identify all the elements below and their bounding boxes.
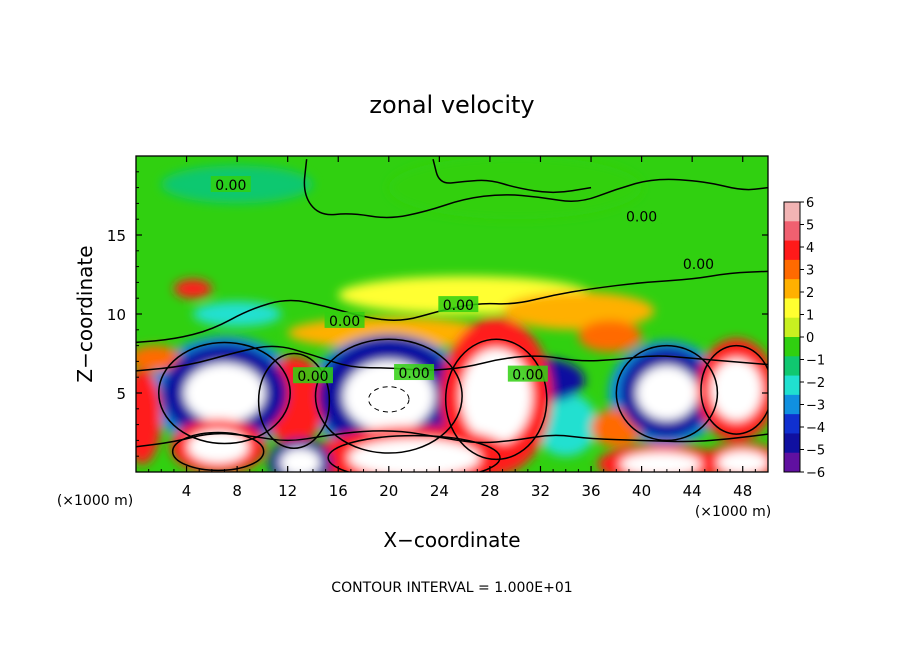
colorbar-swatch — [784, 221, 800, 242]
colorbar-swatch — [784, 317, 800, 338]
field-feature-core — [717, 450, 768, 472]
x-tick-label: 24 — [430, 482, 449, 500]
colorbar-swatch — [784, 279, 800, 299]
y-tick-label: 5 — [116, 385, 126, 403]
contour-loop-negative — [368, 386, 410, 413]
colorbar-swatch — [784, 375, 800, 396]
contour-label-background — [678, 255, 719, 272]
colorbar-tick-label: −1 — [806, 354, 825, 369]
x-tick-label: 48 — [733, 482, 752, 500]
contour-line — [432, 158, 592, 194]
x-tick-label: 28 — [480, 482, 499, 500]
field-feature — [173, 279, 212, 299]
field-feature — [502, 291, 655, 330]
colorbar-tick-label: −2 — [806, 376, 825, 391]
x-unit-label-right: (×1000 m) — [695, 504, 771, 520]
x-tick-label: 40 — [632, 482, 651, 500]
field-feature-core — [187, 430, 249, 464]
colorbar-swatch — [784, 337, 800, 357]
contour-line — [136, 270, 768, 344]
contour-label: 0.00 — [398, 366, 429, 382]
contour-label: 0.00 — [443, 298, 474, 314]
x-tick-label: 44 — [683, 482, 702, 500]
field-feature-core — [636, 365, 698, 421]
contour-label: 0.00 — [683, 257, 714, 273]
contour-loop — [158, 341, 291, 445]
contour-label-background — [507, 365, 548, 382]
contour-loop — [257, 352, 331, 450]
x-tick-label: 16 — [329, 482, 348, 500]
y-axis-label: Z−coordinate — [73, 245, 97, 382]
y-tick-label: 15 — [107, 227, 126, 245]
colorbar: 6 5 4 3 2 1 0 −1 −2 −3 −4 −5 −6 — [783, 196, 825, 481]
x-tick-label: 8 — [232, 482, 242, 500]
x-tick-label: 20 — [379, 482, 398, 500]
colorbar-swatch — [784, 259, 800, 280]
x-axis-ticks: 4 8 12 16 20 24 28 32 36 40 44 48 — [148, 156, 756, 500]
contour-label: 0.00 — [626, 210, 657, 226]
contour-loop — [171, 431, 265, 472]
colorbar-tick-label: 4 — [806, 241, 814, 256]
colorbar-swatch — [784, 433, 800, 454]
field-feature — [136, 369, 162, 465]
y-axis-ticks: 5 10 15 — [107, 171, 768, 457]
contour-label: 0.00 — [329, 314, 360, 330]
colorbar-swatch — [784, 202, 800, 222]
x-tick-label: 4 — [182, 482, 192, 500]
contour-label-background — [292, 367, 333, 384]
contour-lines — [136, 158, 768, 472]
contour-line — [303, 159, 768, 219]
field-feature — [578, 320, 642, 352]
contour-loop — [444, 338, 548, 461]
x-tick-label: 12 — [278, 482, 297, 500]
contour-loop — [327, 434, 501, 472]
colorbar-tick-label: 3 — [806, 264, 814, 279]
x-axis-label: X−coordinate — [383, 528, 520, 552]
field-feature-core — [460, 348, 532, 444]
colorbar-tick-label: 1 — [806, 309, 814, 324]
colorbar-tick-label: −5 — [806, 444, 825, 459]
contour-label-background — [438, 296, 479, 313]
contour-label: 0.00 — [297, 369, 328, 385]
field-feature-core — [280, 448, 321, 472]
contour-loop — [615, 344, 719, 442]
x-tick-label: 36 — [581, 482, 600, 500]
field-feature — [192, 301, 282, 327]
field-feature-core — [711, 359, 762, 421]
contour-label-background — [210, 176, 251, 193]
colorbar-tick-label: 6 — [806, 196, 814, 211]
x-unit-label-left: (×1000 m) — [57, 493, 133, 509]
contour-line — [136, 345, 768, 372]
plot-area: 0.000.000.000.000.000.00 0.00 0.00 4 8 12 16 2… — [107, 155, 769, 500]
colorbar-swatch — [784, 240, 800, 261]
y-tick-label: 10 — [107, 306, 126, 324]
x-tick-label: 32 — [531, 482, 550, 500]
contour-interval-note: CONTOUR INTERVAL = 1.000E+01 — [331, 580, 572, 596]
colorbar-swatch — [784, 414, 800, 434]
colorbar-tick-label: −4 — [806, 421, 825, 436]
contour-label: 0.00 — [215, 178, 246, 194]
field-feature-core — [620, 452, 701, 472]
field-feature-core — [184, 363, 265, 423]
colorbar-tick-label: 2 — [806, 286, 814, 301]
colorbar-tick-label: 5 — [806, 219, 814, 234]
colorbar-tick-label: 0 — [806, 331, 814, 346]
contour-label: 0.00 — [512, 368, 543, 384]
colorbar-swatch — [784, 394, 800, 415]
contour-label-background — [324, 311, 365, 328]
contour-loop — [700, 344, 768, 435]
field-feature-core — [348, 438, 480, 472]
colorbar-swatch — [784, 298, 800, 319]
colorbar-tick-label: −3 — [806, 399, 825, 414]
contour-line — [136, 430, 768, 448]
contour-labels: 0.00 0.00 0.00 0.00 0.00 0.00 0.00 0.00 — [210, 176, 719, 385]
colorbar-swatch — [784, 452, 800, 473]
contour-label-background — [394, 364, 435, 381]
contour-loop — [314, 338, 463, 454]
chart-title: zonal velocity — [369, 91, 534, 119]
colorbar-tick-label: −6 — [806, 466, 825, 481]
colorbar-swatch — [784, 356, 800, 377]
contour-label-background — [621, 207, 662, 224]
